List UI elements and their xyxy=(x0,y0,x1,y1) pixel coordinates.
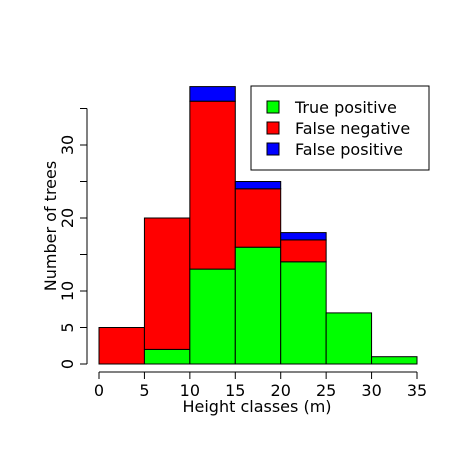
legend-swatch xyxy=(266,100,280,114)
bar-segment-false-positive xyxy=(234,181,282,190)
bar-segment-false-positive xyxy=(280,232,327,241)
y-tick-label: 10 xyxy=(58,281,77,301)
x-axis: 0 5 10 15 20 25 30 35 xyxy=(94,371,427,400)
legend-label: False negative xyxy=(295,119,410,138)
y-tick-label: 5 xyxy=(58,322,77,332)
bar-segment-false-negative xyxy=(189,100,236,270)
bar-segment-false-negative xyxy=(234,188,282,248)
legend-label: True positive xyxy=(294,98,397,117)
bar-segment-false-negative xyxy=(280,239,327,263)
y-tick-label: 30 xyxy=(58,135,77,155)
y-tick-label: 20 xyxy=(58,208,77,228)
bar-segment-false-negative xyxy=(143,217,191,350)
bar-segment-false-negative xyxy=(98,327,145,365)
x-tick-label: 5 xyxy=(139,381,149,400)
bar-segment-true-positive xyxy=(325,312,373,365)
bar-segment-true-positive xyxy=(143,348,191,365)
x-tick-label: 25 xyxy=(316,381,336,400)
x-tick-label: 35 xyxy=(407,381,427,400)
x-tick-label: 30 xyxy=(361,381,381,400)
bar-segment-false-positive xyxy=(189,86,236,102)
bar-segment-true-positive xyxy=(189,268,236,365)
x-tick-label: 15 xyxy=(225,381,245,400)
x-tick-label: 20 xyxy=(271,381,291,400)
bar-segment-true-positive xyxy=(371,356,418,365)
legend-swatch xyxy=(266,121,280,135)
y-tick-label: 0 xyxy=(58,359,77,369)
legend-box xyxy=(250,85,430,171)
y-axis-title: Number of trees xyxy=(41,161,60,291)
legend-swatch xyxy=(266,142,280,156)
bars-group xyxy=(98,86,418,365)
bar-segment-true-positive xyxy=(234,246,282,365)
legend-label: False positive xyxy=(295,140,403,159)
x-tick-label: 0 xyxy=(94,381,104,400)
y-axis: 0 5 10 20 30 xyxy=(58,108,88,369)
legend: True positive False negative False positiv… xyxy=(250,85,430,171)
bar-segment-true-positive xyxy=(280,261,327,365)
x-axis-title: Height classes (m) xyxy=(182,397,331,416)
x-tick-label: 10 xyxy=(180,381,200,400)
